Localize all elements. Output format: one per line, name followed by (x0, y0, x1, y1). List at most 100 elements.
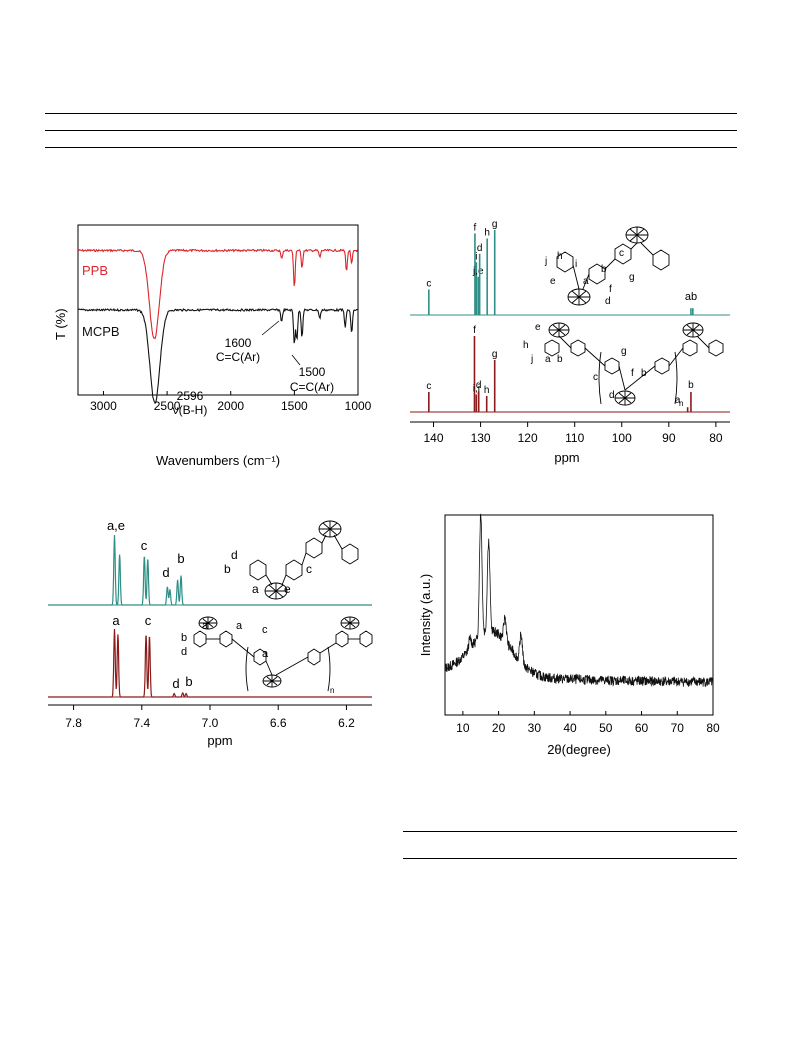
cnmr-x-ticks: 140 130 120 110 100 90 80 (424, 422, 723, 445)
ir-annot-1600-pointer (261, 320, 280, 336)
xrd-x-tick-label: 40 (563, 721, 577, 735)
hnmr-top-spectrum (48, 534, 372, 606)
hnmr-bottom-label-b: b (185, 674, 192, 689)
top-rule-1 (45, 113, 737, 114)
cnmr-struct-label-a: a (545, 354, 551, 365)
cnmr-bottom-structure-labels: e h j a b g c d f b n (523, 322, 683, 408)
hnmr-bottom-label-a: a (112, 613, 120, 628)
carborane-cage-icon (318, 520, 342, 538)
carborane-cage-icon (548, 322, 570, 338)
hnmr-peak-labels: a,e c d b a c d b (107, 518, 193, 691)
carborane-cage-icon (682, 322, 704, 338)
cnmr-struct-label-n: n (679, 399, 683, 408)
ir-annot-1500-label: C=C(Ar) (290, 380, 334, 394)
hnmr-struct-label-n: n (330, 686, 334, 695)
hnmr-bottom-spectrum (48, 628, 372, 698)
cnmr-peak-label: i (475, 251, 477, 262)
cnmr-struct-label-g: g (629, 272, 635, 283)
benzene-ring-icon (219, 630, 233, 648)
cnmr-struct-label-j: j (530, 354, 533, 365)
ir-annot-1600-label: C=C(Ar) (216, 350, 260, 364)
xrd-x-tick-label: 80 (706, 721, 720, 735)
cnmr-struct-label-i: i (575, 259, 577, 270)
cnmr-peak-label: h (484, 385, 490, 396)
bottom-rule-1 (403, 831, 737, 832)
benzene-ring-icon (305, 537, 323, 559)
hnmr-bottom-structure-labels: a a b d c a n (181, 620, 334, 695)
cnmr-struct-label-b: b (601, 264, 607, 275)
cnmr-peak-label: h (484, 228, 490, 239)
cnmr-struct-label-b2: b (641, 368, 647, 379)
hnmr-struct-label-d: d (231, 548, 238, 562)
benzene-ring-icon (682, 339, 698, 357)
xrd-series (444, 513, 714, 687)
hnmr-struct-label-b: b (224, 562, 231, 576)
xrd-x-tick-label: 10 (456, 721, 470, 735)
hnmr-top-label-d: d (162, 565, 169, 580)
benzene-ring-icon (652, 249, 670, 271)
cnmr-peak-label: a (675, 395, 681, 406)
cnmr-peak-label: i,j (473, 383, 480, 394)
benzene-ring-icon (708, 339, 724, 357)
cnmr-x-label: ppm (554, 450, 579, 465)
cnmr-struct-label-e: e (535, 322, 541, 333)
xrd-y-label: Intensity (a.u.) (418, 574, 433, 656)
hnmr-struct-label-e: e (284, 582, 291, 596)
cnmr-struct-label-a: a (583, 276, 589, 287)
ir-x-label: Wavenumbers (cm⁻¹) (156, 453, 280, 468)
benzene-ring-icon (556, 251, 574, 273)
ir-x-tick-label: 2000 (217, 399, 244, 413)
hnmr-bottom-structure (193, 616, 373, 692)
cnmr-x-tick-label: 140 (424, 431, 444, 445)
cnmr-struct-label-d: d (609, 390, 615, 401)
carborane-cage-icon (567, 288, 591, 306)
cnmr-peak-label: d (477, 243, 483, 254)
cnmr-peak-label: f (473, 325, 476, 336)
top-rule-3 (45, 147, 737, 148)
cnmr-struct-label-b: b (557, 354, 563, 365)
cnmr-peak-label: g (492, 349, 498, 360)
hnmr-top-structure-labels: d b a c e (224, 548, 312, 596)
cnmr-struct-label-d: d (605, 296, 611, 307)
ir-x-tick-label: 3000 (90, 399, 117, 413)
ir-annot-2596-label: ν(B-H) (173, 403, 208, 417)
cnmr-struct-label-g: g (621, 346, 627, 357)
cnmr-x-tick-label: 100 (612, 431, 632, 445)
benzene-ring-icon (588, 263, 606, 285)
hnmr-struct-label-a: a (252, 582, 259, 596)
ir-annot-1500-value: 1500 (299, 365, 326, 379)
cnmr-peak-label: b (688, 380, 694, 391)
benzene-ring-icon (307, 648, 321, 666)
benzene-ring-icon (604, 357, 620, 375)
benzene-ring-icon (359, 630, 373, 648)
ir-legend-mcpb: MCPB (82, 324, 120, 339)
cnmr-peak-label: d (476, 380, 482, 391)
hnmr-x-tick-label: 6.6 (270, 716, 287, 730)
xrd-x-ticks: 10 20 30 40 50 60 70 80 (456, 711, 720, 735)
cnmr-x-tick-label: 80 (709, 431, 723, 445)
hnmr-struct-label-d: d (181, 646, 187, 658)
ir-x-tick-label: 1500 (281, 399, 308, 413)
ir-y-label: T (%) (53, 308, 68, 340)
carborane-cage-icon (198, 616, 218, 630)
cnmr-top-structure (556, 226, 670, 306)
hnmr-x-label: ppm (207, 733, 232, 748)
cnmr-peak-label: g (492, 219, 498, 230)
ir-legend-ppb: PPB (82, 263, 108, 278)
ir-chart: 3000 2500 2000 1500 1000 PPB MCPB 2596 ν(B-H… (53, 224, 372, 468)
xrd-x-label: 2θ(degree) (547, 742, 611, 757)
benzene-ring-icon (614, 243, 632, 265)
hnmr-top-label-ae: a,e (107, 518, 125, 533)
cnmr-peak-label: f (474, 222, 477, 233)
cnmr-struct-label-c: c (619, 248, 624, 259)
xrd-x-tick-label: 20 (492, 721, 506, 735)
carborane-cage-icon (340, 616, 360, 630)
hnmr-x-tick-label: 7.0 (202, 716, 219, 730)
cnmr-struct-label-f: f (609, 284, 612, 295)
ir-annot-1500-pointer (291, 354, 301, 366)
hnmr-struct-label-b: b (181, 632, 187, 644)
benzene-ring-icon (285, 559, 303, 581)
hnmr-struct-label-a1: a (202, 620, 209, 632)
top-rule-2 (45, 130, 737, 131)
